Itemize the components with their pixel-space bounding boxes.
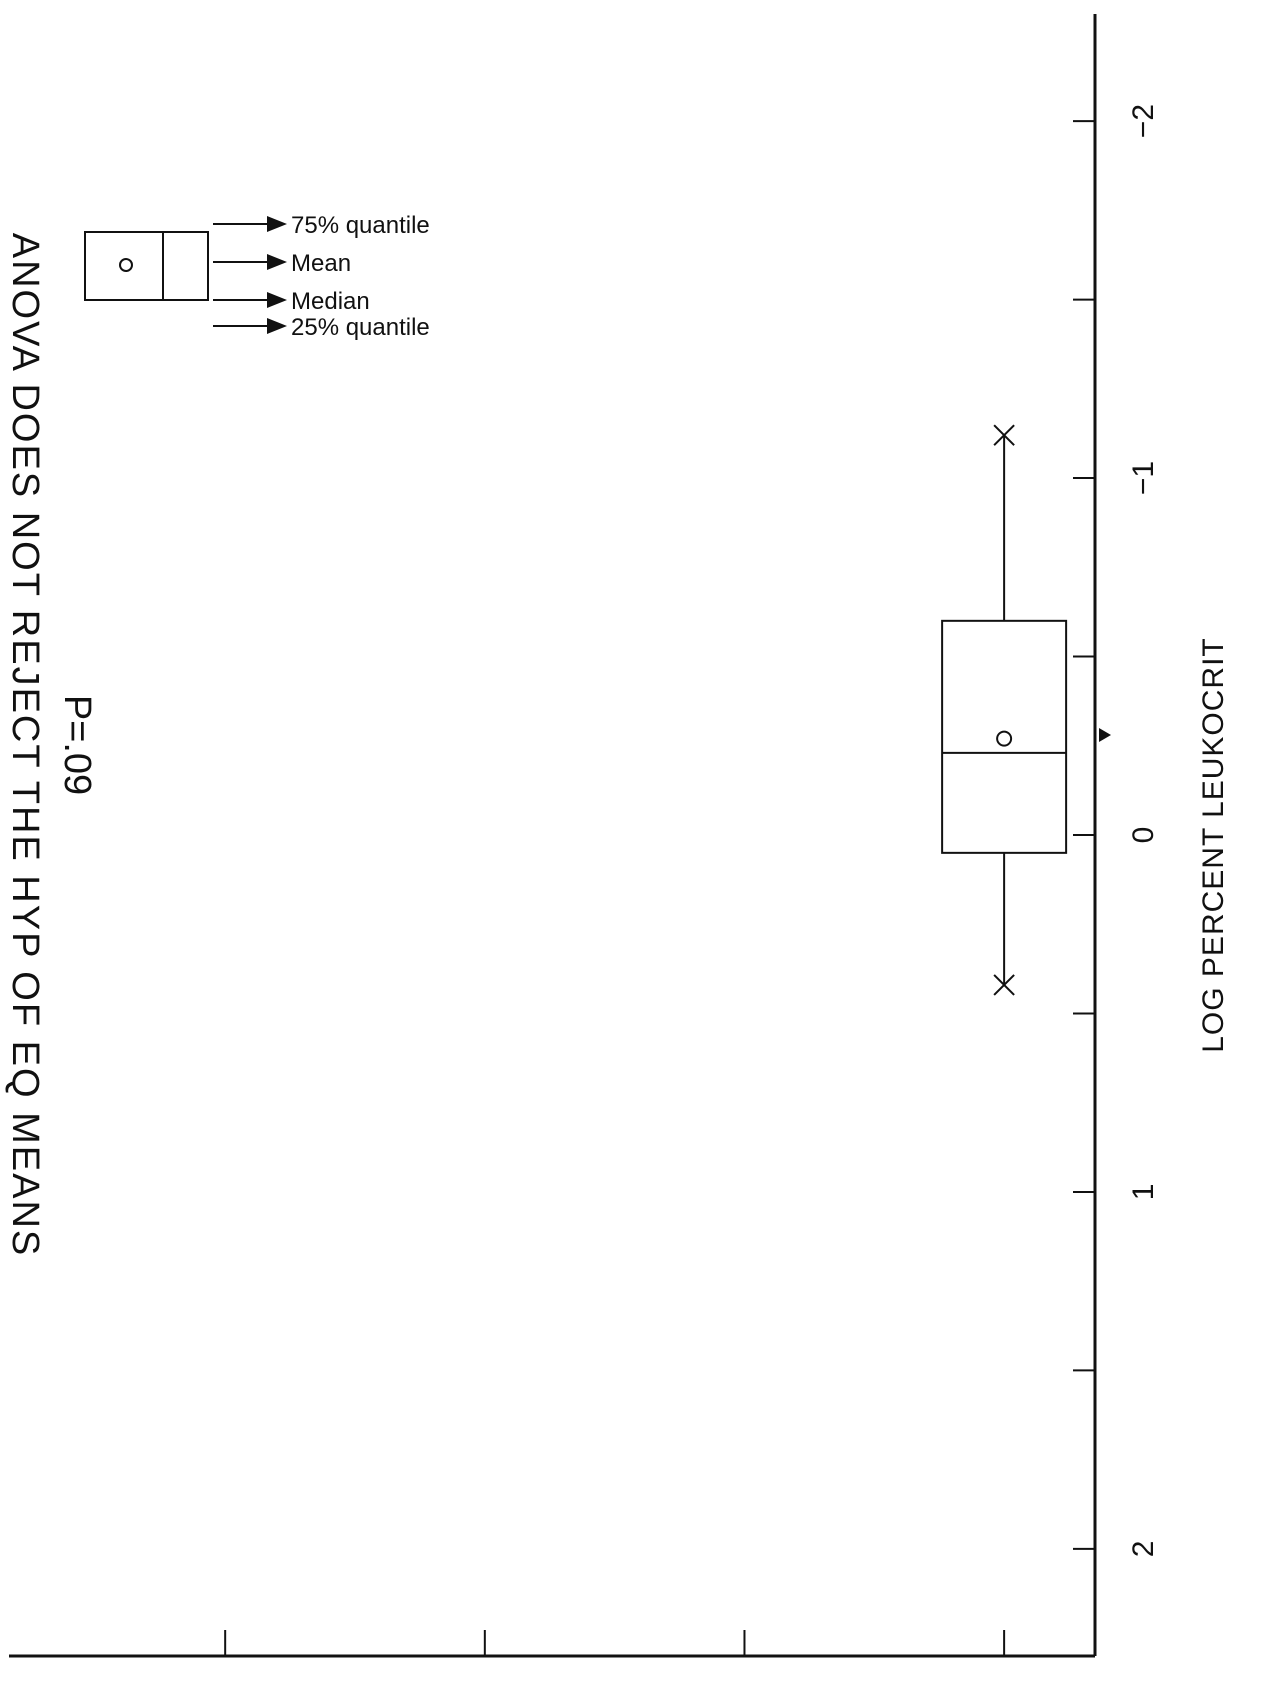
legend-item: Mean	[213, 250, 351, 277]
mean-marker	[996, 730, 1013, 747]
y-tick-label: 2	[1127, 1541, 1160, 1558]
legend-arrow-head	[267, 254, 287, 270]
iqr-box	[941, 619, 1068, 854]
chart-title: ANOVA DOES NOT REJECT THE HYP OF EQ MEAN…	[4, 233, 46, 1257]
box-group: EXPERIMENTALPOPULATION	[941, 424, 1068, 996]
y-ticks: −2 −1 0 1 2	[1073, 104, 1160, 1557]
rotated-page: ANOVA DOES NOT REJECT THE HYP OF EQ MEAN…	[4, 14, 1230, 1658]
max-marker	[993, 974, 1015, 996]
legend-mean-marker	[119, 258, 133, 272]
chart-subtitle: P=.09	[56, 695, 98, 795]
y-tick-label: 0	[1127, 827, 1160, 844]
legend-arrow-head	[267, 216, 287, 232]
x-marker-stroke	[993, 974, 1015, 996]
y-tick-label: −1	[1127, 461, 1160, 495]
y-axis-label: LOG PERCENT LEUKOCRIT	[1197, 637, 1230, 1053]
legend-label: Median	[291, 288, 370, 315]
legend-item: 75% quantile	[213, 212, 430, 239]
legend-label: 75% quantile	[291, 212, 430, 239]
box-series: EXPERIMENTALPOPULATIONBREEDINGPOPULATION	[941, 424, 1068, 996]
x-ticks: 1.21.62.0	[224, 1630, 1006, 1656]
y-tick-label: −2	[1127, 104, 1160, 138]
legend-arrow-head	[267, 292, 287, 308]
legend-box	[84, 231, 209, 301]
legend-arrow-head	[267, 318, 287, 334]
y-tick-label: 1	[1127, 1184, 1160, 1201]
x-marker-stroke	[993, 424, 1015, 446]
reference-marker	[1099, 728, 1111, 743]
legend-label: 25% quantile	[291, 314, 430, 341]
min-marker	[993, 424, 1015, 446]
legend-item: 25% quantile	[213, 314, 430, 341]
legend-label: Mean	[291, 250, 351, 277]
legend-item: Median	[213, 288, 370, 315]
